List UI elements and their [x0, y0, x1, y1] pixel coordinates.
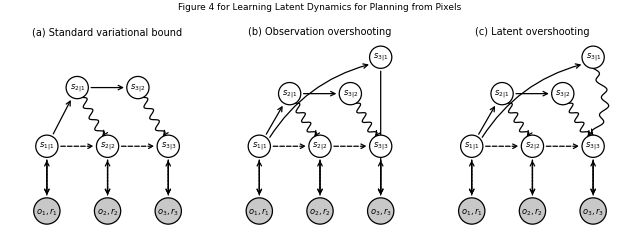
Text: $o_2, r_2$: $o_2, r_2$ [309, 205, 331, 217]
Circle shape [491, 83, 513, 105]
Circle shape [552, 83, 574, 105]
Circle shape [246, 198, 273, 224]
Text: $s_{3|1}$: $s_{3|1}$ [586, 52, 601, 64]
Text: Figure 4 for Learning Latent Dynamics for Planning from Pixels: Figure 4 for Learning Latent Dynamics fo… [179, 3, 461, 12]
Circle shape [369, 136, 392, 158]
Text: $s_{3|3}$: $s_{3|3}$ [373, 141, 388, 153]
Circle shape [339, 83, 362, 105]
Circle shape [582, 47, 604, 69]
Circle shape [278, 83, 301, 105]
Text: $s_{2|2}$: $s_{2|2}$ [100, 141, 115, 153]
Title: (a) Standard variational bound: (a) Standard variational bound [33, 27, 182, 37]
Text: $s_{3|2}$: $s_{3|2}$ [343, 88, 358, 100]
Circle shape [248, 136, 271, 158]
Text: $o_3, r_3$: $o_3, r_3$ [582, 205, 604, 217]
Circle shape [36, 136, 58, 158]
Text: $o_2, r_2$: $o_2, r_2$ [522, 205, 543, 217]
Circle shape [97, 136, 118, 158]
Circle shape [461, 136, 483, 158]
Text: $s_{3|2}$: $s_{3|2}$ [555, 88, 570, 100]
Text: $s_{2|1}$: $s_{2|1}$ [495, 88, 509, 100]
Text: $s_{3|3}$: $s_{3|3}$ [161, 141, 176, 153]
Text: $s_{2|1}$: $s_{2|1}$ [70, 82, 85, 94]
Text: $s_{1|1}$: $s_{1|1}$ [252, 141, 267, 153]
Circle shape [582, 136, 604, 158]
Text: $s_{2|1}$: $s_{2|1}$ [282, 88, 297, 100]
Text: $s_{2|2}$: $s_{2|2}$ [312, 141, 328, 153]
Circle shape [155, 198, 181, 224]
Title: (b) Observation overshooting: (b) Observation overshooting [248, 27, 392, 37]
Text: $o_3, r_3$: $o_3, r_3$ [157, 205, 179, 217]
Circle shape [367, 198, 394, 224]
Circle shape [309, 136, 331, 158]
Circle shape [580, 198, 606, 224]
Text: $s_{3|1}$: $s_{3|1}$ [373, 52, 388, 64]
Text: $o_1, r_1$: $o_1, r_1$ [36, 205, 58, 217]
Text: $o_2, r_2$: $o_2, r_2$ [97, 205, 118, 217]
Title: (c) Latent overshooting: (c) Latent overshooting [475, 27, 589, 37]
Circle shape [459, 198, 485, 224]
Text: $s_{1|1}$: $s_{1|1}$ [39, 141, 54, 153]
Circle shape [127, 77, 149, 99]
Circle shape [307, 198, 333, 224]
Text: $s_{3|2}$: $s_{3|2}$ [131, 82, 145, 94]
Circle shape [66, 77, 88, 99]
Circle shape [369, 47, 392, 69]
Text: $s_{3|3}$: $s_{3|3}$ [586, 141, 601, 153]
Circle shape [34, 198, 60, 224]
Text: $o_1, r_1$: $o_1, r_1$ [461, 205, 483, 217]
Circle shape [157, 136, 179, 158]
Circle shape [519, 198, 545, 224]
Text: $o_3, r_3$: $o_3, r_3$ [370, 205, 392, 217]
Text: $s_{1|1}$: $s_{1|1}$ [464, 141, 479, 153]
Circle shape [95, 198, 121, 224]
Circle shape [522, 136, 543, 158]
Text: $o_1, r_1$: $o_1, r_1$ [248, 205, 270, 217]
Text: $s_{2|2}$: $s_{2|2}$ [525, 141, 540, 153]
